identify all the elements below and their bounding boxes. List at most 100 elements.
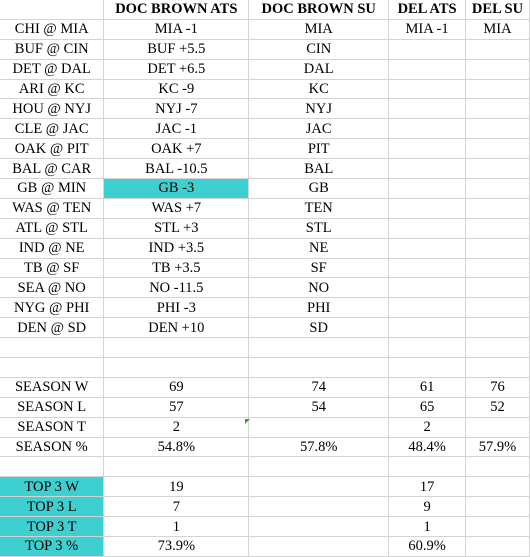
del-su-cell[interactable] xyxy=(465,178,530,199)
del-su-cell[interactable] xyxy=(465,417,530,438)
doc-brown-ats-cell[interactable]: IND +3.5 xyxy=(103,238,250,259)
header-doc-brown-ats[interactable]: DOC BROWN ATS xyxy=(103,0,250,20)
doc-brown-su-cell[interactable]: 57.8% xyxy=(248,437,390,458)
doc-brown-su-cell[interactable]: 74 xyxy=(248,377,390,398)
doc-brown-ats-cell[interactable]: 54.8% xyxy=(103,437,250,458)
doc-brown-ats-cell[interactable]: STL +3 xyxy=(103,218,250,239)
matchup-cell[interactable]: WAS @ TEN xyxy=(0,198,105,219)
del-ats-cell[interactable]: 17 xyxy=(388,476,467,498)
del-ats-cell[interactable] xyxy=(388,258,467,279)
del-ats-cell[interactable]: 9 xyxy=(388,496,467,518)
doc-brown-su-cell[interactable]: SD xyxy=(248,317,390,339)
doc-brown-su-cell[interactable] xyxy=(248,516,390,538)
empty-cell[interactable] xyxy=(103,456,250,478)
doc-brown-ats-cell[interactable]: 73.9% xyxy=(103,536,250,557)
doc-brown-ats-cell[interactable]: 7 xyxy=(103,496,250,518)
del-su-cell[interactable] xyxy=(465,59,530,80)
del-su-cell[interactable] xyxy=(465,218,530,239)
del-su-cell[interactable] xyxy=(465,297,530,319)
del-ats-cell[interactable] xyxy=(388,98,467,120)
doc-brown-ats-cell[interactable]: PHI -3 xyxy=(103,297,250,319)
del-ats-cell[interactable] xyxy=(388,178,467,199)
empty-cell[interactable] xyxy=(388,357,467,378)
doc-brown-su-cell[interactable]: BAL xyxy=(248,158,390,180)
header-cell-blank[interactable] xyxy=(0,0,105,20)
doc-brown-ats-cell[interactable]: DET +6.5 xyxy=(103,59,250,80)
doc-brown-su-cell[interactable]: CIN xyxy=(248,39,390,60)
doc-brown-su-cell[interactable]: PIT xyxy=(248,138,390,160)
doc-brown-ats-cell[interactable]: 1 xyxy=(103,516,250,538)
doc-brown-su-cell[interactable]: SF xyxy=(248,258,390,279)
top3-label-cell[interactable]: TOP 3 W xyxy=(0,476,105,498)
matchup-cell[interactable]: TB @ SF xyxy=(0,258,105,279)
empty-cell[interactable] xyxy=(248,357,390,378)
empty-cell[interactable] xyxy=(388,337,467,359)
doc-brown-ats-cell[interactable]: JAC -1 xyxy=(103,118,250,140)
del-ats-cell[interactable]: 2 xyxy=(388,417,467,438)
top3-label-cell[interactable]: TOP 3 % xyxy=(0,536,105,557)
matchup-cell[interactable]: GB @ MIN xyxy=(0,178,105,199)
empty-cell[interactable] xyxy=(465,337,530,359)
empty-cell[interactable] xyxy=(103,337,250,359)
top3-label-cell[interactable]: TOP 3 L xyxy=(0,496,105,518)
doc-brown-ats-cell[interactable]: 2 xyxy=(103,417,250,438)
del-su-cell[interactable] xyxy=(465,39,530,60)
comment-marker-icon[interactable] xyxy=(245,419,250,424)
doc-brown-su-cell[interactable]: NO xyxy=(248,277,390,299)
doc-brown-ats-cell[interactable]: TB +3.5 xyxy=(103,258,250,279)
matchup-cell[interactable]: ARI @ KC xyxy=(0,79,105,100)
del-su-cell[interactable]: 76 xyxy=(465,377,530,398)
season-label-cell[interactable]: SEASON % xyxy=(0,437,105,458)
del-ats-cell[interactable]: 61 xyxy=(388,377,467,398)
doc-brown-ats-cell[interactable]: BUF +5.5 xyxy=(103,39,250,60)
doc-brown-ats-cell[interactable]: OAK +7 xyxy=(103,138,250,160)
doc-brown-ats-cell[interactable]: DEN +10 xyxy=(103,317,250,339)
del-su-cell[interactable] xyxy=(465,158,530,180)
empty-cell[interactable] xyxy=(248,337,390,359)
del-ats-cell[interactable] xyxy=(388,238,467,259)
header-del-ats[interactable]: DEL ATS xyxy=(388,0,467,20)
del-ats-cell[interactable]: 60.9% xyxy=(388,536,467,557)
doc-brown-su-cell[interactable]: NYJ xyxy=(248,98,390,120)
empty-cell[interactable] xyxy=(103,357,250,378)
del-su-cell[interactable] xyxy=(465,238,530,259)
doc-brown-su-cell[interactable]: PHI xyxy=(248,297,390,319)
doc-brown-ats-cell[interactable]: WAS +7 xyxy=(103,198,250,219)
del-su-cell[interactable] xyxy=(465,496,530,518)
doc-brown-ats-cell[interactable]: KC -9 xyxy=(103,79,250,100)
matchup-cell[interactable]: HOU @ NYJ xyxy=(0,98,105,120)
del-su-cell[interactable] xyxy=(465,98,530,120)
del-ats-cell[interactable] xyxy=(388,118,467,140)
matchup-cell[interactable]: CHI @ MIA xyxy=(0,19,105,40)
del-su-cell[interactable] xyxy=(465,277,530,299)
del-su-cell[interactable] xyxy=(465,258,530,279)
doc-brown-su-cell[interactable] xyxy=(248,417,390,438)
header-doc-brown-su[interactable]: DOC BROWN SU xyxy=(248,0,390,20)
del-su-cell[interactable] xyxy=(465,476,530,498)
season-label-cell[interactable]: SEASON T xyxy=(0,417,105,438)
del-su-cell[interactable]: MIA xyxy=(465,19,530,40)
del-su-cell[interactable] xyxy=(465,198,530,219)
header-del-su[interactable]: DEL SU xyxy=(465,0,530,20)
doc-brown-su-cell[interactable]: KC xyxy=(248,79,390,100)
matchup-cell[interactable]: BUF @ CIN xyxy=(0,39,105,60)
doc-brown-su-cell[interactable] xyxy=(248,476,390,498)
del-ats-cell[interactable]: 65 xyxy=(388,397,467,418)
doc-brown-ats-cell[interactable]: 69 xyxy=(103,377,250,398)
doc-brown-su-cell[interactable]: STL xyxy=(248,218,390,239)
del-ats-cell[interactable] xyxy=(388,218,467,239)
del-su-cell[interactable] xyxy=(465,536,530,557)
del-ats-cell[interactable] xyxy=(388,138,467,160)
del-su-cell[interactable] xyxy=(465,118,530,140)
doc-brown-su-cell[interactable]: NE xyxy=(248,238,390,259)
del-ats-cell[interactable]: MIA -1 xyxy=(388,19,467,40)
doc-brown-su-cell[interactable]: 54 xyxy=(248,397,390,418)
doc-brown-ats-cell[interactable]: MIA -1 xyxy=(103,19,250,40)
del-ats-cell[interactable] xyxy=(388,59,467,80)
doc-brown-ats-cell[interactable]: BAL -10.5 xyxy=(103,158,250,180)
doc-brown-su-cell[interactable]: JAC xyxy=(248,118,390,140)
doc-brown-su-cell[interactable] xyxy=(248,496,390,518)
doc-brown-su-cell[interactable]: GB xyxy=(248,178,390,199)
doc-brown-ats-cell-highlighted[interactable]: GB -3 xyxy=(103,178,250,199)
matchup-cell[interactable]: DET @ DAL xyxy=(0,59,105,80)
